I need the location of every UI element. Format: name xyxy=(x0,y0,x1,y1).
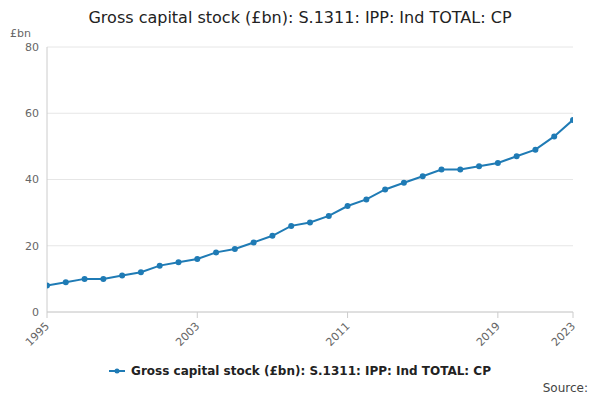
html-text:Gross capital stock (£bn): S.1: Gross capital stock (£bn): S.1311: IPP: … xyxy=(88,8,512,27)
svg-text:20: 20 xyxy=(25,240,39,253)
svg-text:1995: 1995 xyxy=(23,320,52,349)
svg-text:80: 80 xyxy=(25,41,39,54)
html-text:£bn: £bn xyxy=(10,27,31,40)
svg-text:2019: 2019 xyxy=(474,320,503,349)
svg-text:2023: 2023 xyxy=(549,320,578,349)
svg-text:0: 0 xyxy=(32,306,39,319)
svg-text:40: 40 xyxy=(25,173,39,186)
html-text:Gross capital stock (£bn): S.1: Gross capital stock (£bn): S.1311: IPP: … xyxy=(131,364,491,378)
svg-text:60: 60 xyxy=(25,107,39,120)
svg-text:2003: 2003 xyxy=(173,320,202,349)
svg-text:2011: 2011 xyxy=(324,320,353,349)
html-text:Source:: Source: xyxy=(542,381,588,395)
